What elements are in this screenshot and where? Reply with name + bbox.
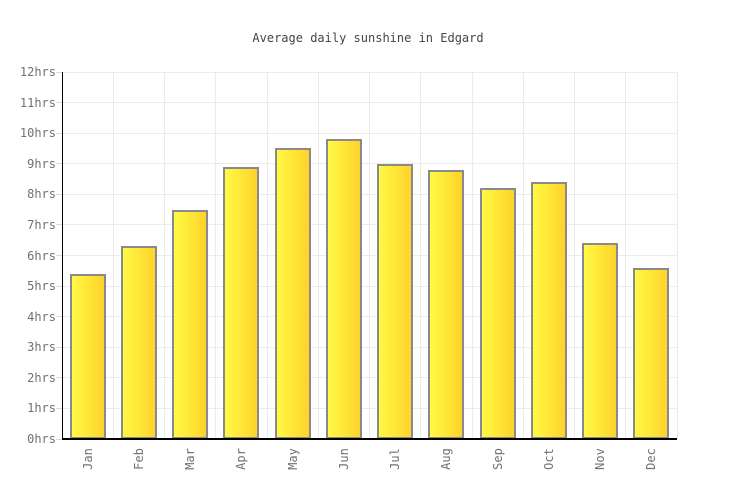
x-tick-label-apr: Apr: [234, 448, 249, 470]
v-gridline: [522, 72, 524, 439]
y-tick-label-12: 12hrs: [19, 65, 56, 79]
y-tick-label-6: 6hrs: [27, 248, 56, 263]
y-axis-line: [62, 72, 63, 439]
bar-jul: [377, 164, 414, 439]
bar-sep: [479, 188, 516, 439]
v-gridline: [215, 72, 217, 439]
chart-title: Average daily sunshine in Edgard: [252, 31, 484, 45]
bar-jun: [325, 139, 362, 439]
x-tick-label-feb: Feb: [131, 448, 146, 470]
y-axis-tick: [56, 163, 62, 165]
x-tick-label-sep: Sep: [490, 448, 505, 470]
y-axis-tick: [56, 102, 62, 104]
bar-feb: [120, 246, 157, 439]
y-axis-tick: [56, 407, 62, 409]
y-tick-label-10: 10hrs: [19, 126, 56, 141]
y-axis-tick: [56, 255, 62, 256]
y-tick-label-1: 1hrs: [27, 401, 56, 416]
x-tick-label-jun: Jun: [336, 448, 351, 470]
v-gridline: [420, 72, 422, 439]
x-axis-line: [62, 438, 677, 440]
bar-nov: [582, 243, 619, 439]
x-tick-label-jan: Jan: [80, 448, 95, 470]
y-tick-label-8: 8hrs: [27, 187, 56, 202]
v-gridline: [574, 72, 575, 439]
bar-dec: [633, 268, 670, 439]
x-tick-label-may: May: [285, 448, 300, 470]
x-tick-label-oct: Oct: [541, 448, 556, 470]
y-axis-tick: [56, 132, 62, 134]
v-gridline: [625, 72, 627, 439]
x-tick-label-dec: Dec: [644, 448, 659, 470]
v-gridline: [266, 72, 268, 439]
y-tick-label-11: 11hrs: [19, 95, 56, 110]
v-gridline: [471, 72, 473, 439]
x-tick-label-nov: Nov: [593, 448, 608, 470]
y-axis-tick: [56, 193, 62, 195]
x-tick-label-jul: Jul: [388, 448, 403, 470]
v-gridline: [164, 72, 165, 439]
bar-oct: [530, 182, 567, 439]
bar-jan: [69, 274, 106, 439]
v-gridline: [112, 72, 114, 439]
v-gridline: [369, 72, 370, 439]
y-tick-label-7: 7hrs: [27, 217, 56, 232]
y-tick-label-3: 3hrs: [27, 340, 56, 355]
v-gridline: [676, 72, 678, 439]
y-axis-tick: [56, 377, 62, 379]
y-tick-label-0: 0hrs: [27, 432, 56, 446]
y-axis-tick: [56, 224, 62, 226]
y-axis-tick: [56, 346, 62, 348]
bar-mar: [172, 210, 209, 439]
y-axis-tick: [56, 438, 62, 440]
y-axis-tick: [56, 71, 62, 73]
v-gridline: [317, 72, 319, 439]
bar-apr: [223, 167, 260, 439]
x-tick-label-mar: Mar: [183, 448, 198, 470]
bar-aug: [428, 170, 465, 439]
plot-area: [56, 71, 678, 440]
y-axis-tick: [56, 316, 62, 318]
y-tick-label-9: 9hrs: [27, 156, 56, 171]
y-tick-label-5: 5hrs: [27, 279, 56, 294]
y-tick-label-4: 4hrs: [27, 309, 56, 324]
y-axis-tick: [56, 285, 62, 287]
y-tick-label-2: 2hrs: [27, 370, 56, 385]
x-tick-label-aug: Aug: [439, 448, 454, 470]
bar-may: [274, 148, 311, 439]
